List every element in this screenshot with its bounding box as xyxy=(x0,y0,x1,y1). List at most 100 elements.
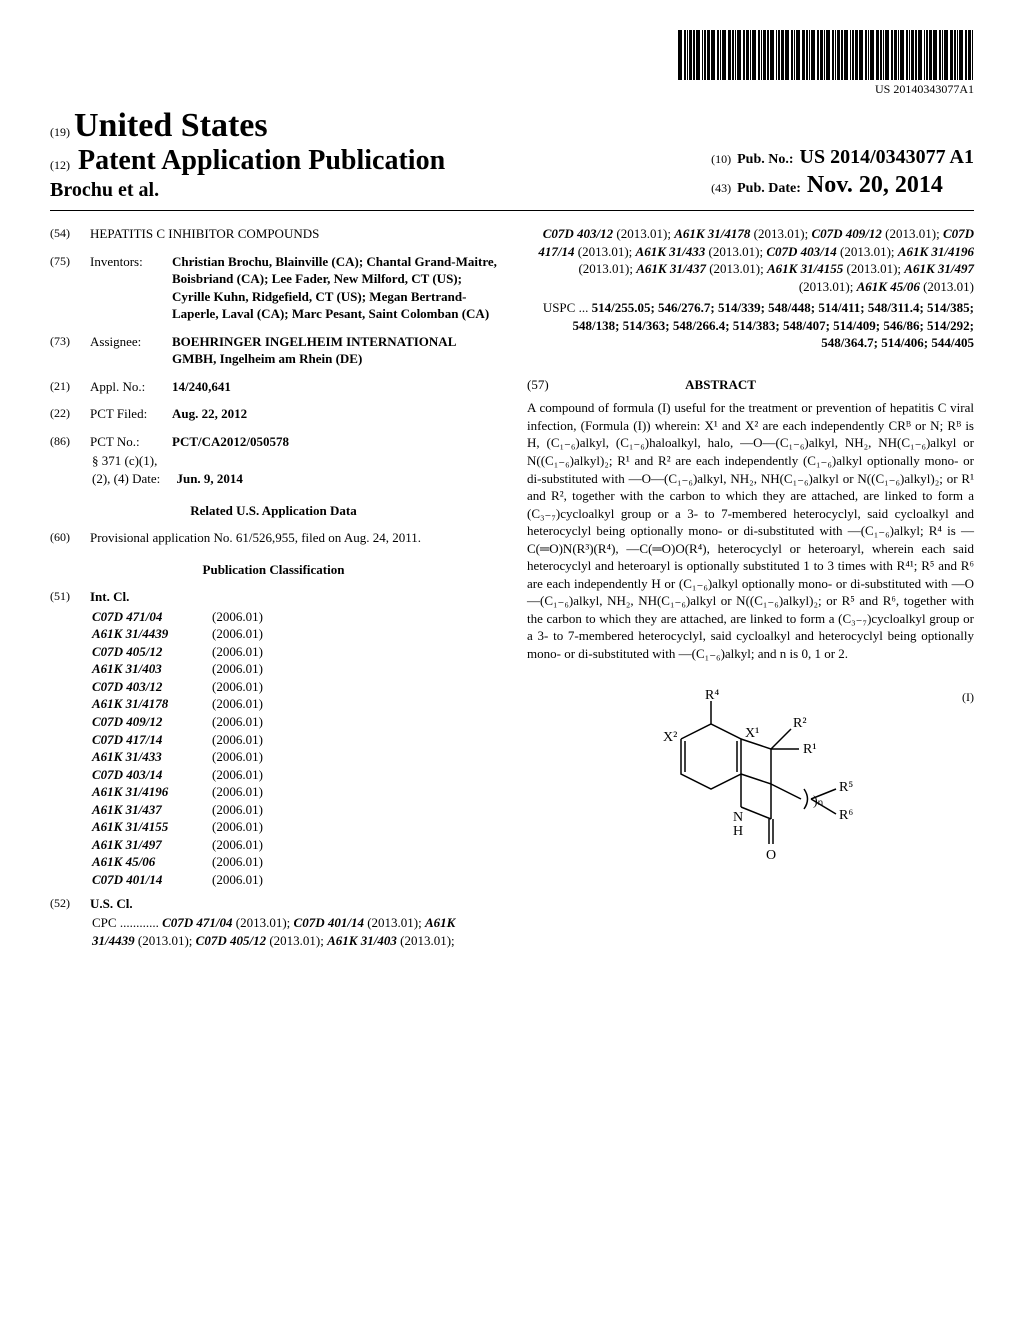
pctfiled-code: (22) xyxy=(50,405,80,423)
uscl-label-text: U.S. Cl. xyxy=(90,896,133,911)
assignee-code: (73) xyxy=(50,333,80,368)
intcl-row: A61K 31/437(2006.01) xyxy=(92,801,497,819)
cpc-code: A61K 31/4155 xyxy=(767,261,843,276)
uspc-value: 514/255.05; 546/276.7; 514/339; 548/448;… xyxy=(572,300,974,350)
cpc-block: CPC ............ C07D 471/04 (2013.01); … xyxy=(92,914,497,949)
inventors-field: (75) Inventors: Christian Brochu, Blainv… xyxy=(50,253,497,323)
intcl-code: (51) xyxy=(50,588,80,606)
intcl-year-cell: (2006.01) xyxy=(212,731,263,749)
intcl-year-cell: (2006.01) xyxy=(212,713,263,731)
intcl-row: A61K 45/06(2006.01) xyxy=(92,853,497,871)
mol-x2: X² xyxy=(663,730,677,745)
cpc-code: A61K 31/497 xyxy=(904,261,974,276)
intcl-code-cell: A61K 31/4196 xyxy=(92,783,212,801)
intcl-row: C07D 403/12(2006.01) xyxy=(92,678,497,696)
appl-no-field: (21) Appl. No.: 14/240,641 xyxy=(50,378,497,396)
cpc-code: A61K 31/4178 xyxy=(674,226,750,241)
molecule-diagram: R⁴ X² X¹ R² R¹ )ₙ R⁵ R⁶ N H O xyxy=(621,689,881,889)
abstract-text: A compound of formula (I) useful for the… xyxy=(527,399,974,662)
intcl-code-cell: C07D 471/04 xyxy=(92,608,212,626)
left-column: (54) HEPATITIS C INHIBITOR COMPOUNDS (75… xyxy=(50,225,497,949)
intcl-row: A61K 31/433(2006.01) xyxy=(92,748,497,766)
inventors-list: Christian Brochu, Blainville (CA); Chant… xyxy=(172,253,497,323)
barcode-number: US 20140343077A1 xyxy=(875,82,974,97)
header: (19) United States (12) Patent Applicati… xyxy=(50,107,974,202)
pct371-l2: (2), (4) Date: xyxy=(92,471,160,486)
mol-nparen: )ₙ xyxy=(813,794,823,809)
mol-n: N xyxy=(733,810,743,825)
intcl-year-cell: (2006.01) xyxy=(212,695,263,713)
intcl-year-cell: (2006.01) xyxy=(212,818,263,836)
intcl-code-cell: A61K 31/437 xyxy=(92,801,212,819)
intcl-code-cell: A61K 31/433 xyxy=(92,748,212,766)
intcl-code-cell: C07D 401/14 xyxy=(92,871,212,889)
pct-no-field: (86) PCT No.: PCT/CA2012/050578 xyxy=(50,433,497,451)
kind-code: (12) xyxy=(50,158,70,173)
intcl-year-cell: (2006.01) xyxy=(212,643,263,661)
cpc-code: A61K 31/433 xyxy=(636,244,706,259)
cpc-code: C07D 403/12 xyxy=(543,226,613,241)
intcl-year-cell: (2006.01) xyxy=(212,801,263,819)
title-code: (54) xyxy=(50,225,80,243)
intcl-row: C07D 471/04(2006.01) xyxy=(92,608,497,626)
barcode-graphic xyxy=(678,30,974,80)
cpc-code: C07D 403/14 xyxy=(766,244,836,259)
intcl-code-cell: C07D 409/12 xyxy=(92,713,212,731)
applno-text: 14/240,641 xyxy=(172,379,231,394)
inventors-label: Inventors: xyxy=(90,253,162,323)
pctno-value: PCT/CA2012/050578 xyxy=(172,433,497,451)
pctfiled-label: PCT Filed: xyxy=(90,405,162,423)
country-code: (19) xyxy=(50,125,70,139)
provisional-field: (60) Provisional application No. 61/526,… xyxy=(50,529,497,547)
abstract-code: (57) xyxy=(527,377,549,392)
main-columns: (54) HEPATITIS C INHIBITOR COMPOUNDS (75… xyxy=(50,225,974,949)
uspc-label: USPC ... xyxy=(543,300,589,315)
patent-title: HEPATITIS C INHIBITOR COMPOUNDS xyxy=(90,225,497,243)
intcl-year-cell: (2006.01) xyxy=(212,748,263,766)
header-rule xyxy=(50,210,974,211)
cpc-code: C07D 409/12 xyxy=(811,226,881,241)
intcl-code-cell: A61K 31/4155 xyxy=(92,818,212,836)
intcl-code-cell: C07D 403/14 xyxy=(92,766,212,784)
cpc-code: A61K 31/403 xyxy=(327,933,397,948)
pctno-text: PCT/CA2012/050578 xyxy=(172,434,289,449)
intcl-code-cell: C07D 417/14 xyxy=(92,731,212,749)
abstract-label: ABSTRACT xyxy=(685,377,756,392)
classif-heading: Publication Classification xyxy=(50,561,497,579)
pub-no-code: (10) xyxy=(711,152,731,167)
intcl-year-cell: (2006.01) xyxy=(212,625,263,643)
assignee-label: Assignee: xyxy=(90,333,162,368)
intcl-code-cell: A61K 31/403 xyxy=(92,660,212,678)
title-field: (54) HEPATITIS C INHIBITOR COMPOUNDS xyxy=(50,225,497,243)
pub-date: Nov. 20, 2014 xyxy=(807,172,943,199)
uscl-label: U.S. Cl. xyxy=(90,895,497,913)
header-right: (10) Pub. No.: US 2014/0343077 A1 (43) P… xyxy=(711,146,974,202)
intcl-year-cell: (2006.01) xyxy=(212,871,263,889)
intcl-row: C07D 405/12(2006.01) xyxy=(92,643,497,661)
intcl-row: C07D 403/14(2006.01) xyxy=(92,766,497,784)
intcl-label-text: Int. Cl. xyxy=(90,589,129,604)
intcl-year-cell: (2006.01) xyxy=(212,678,263,696)
assignee-field: (73) Assignee: BOEHRINGER INGELHEIM INTE… xyxy=(50,333,497,368)
provisional-value: Provisional application No. 61/526,955, … xyxy=(90,529,497,547)
intcl-code-cell: C07D 403/12 xyxy=(92,678,212,696)
intcl-row: A61K 31/403(2006.01) xyxy=(92,660,497,678)
mol-r4: R⁴ xyxy=(705,689,719,703)
provisional-code: (60) xyxy=(50,529,80,547)
inventors-code: (75) xyxy=(50,253,80,323)
assignee-value: BOEHRINGER INGELHEIM INTERNATIONAL GMBH,… xyxy=(172,333,497,368)
mol-r2: R² xyxy=(793,716,807,731)
uscl-field: (52) U.S. Cl. xyxy=(50,895,497,913)
pctno-code: (86) xyxy=(50,433,80,451)
intcl-row: A61K 31/4439(2006.01) xyxy=(92,625,497,643)
intcl-code-cell: A61K 31/497 xyxy=(92,836,212,854)
pct-371-field: § 371 (c)(1), (2), (4) Date: Jun. 9, 201… xyxy=(92,452,497,487)
pct371-l1: § 371 (c)(1), xyxy=(92,452,497,470)
mol-r6: R⁶ xyxy=(839,808,853,823)
assignee-text: BOEHRINGER INGELHEIM INTERNATIONAL GMBH,… xyxy=(172,334,456,367)
pct-filed-field: (22) PCT Filed: Aug. 22, 2012 xyxy=(50,405,497,423)
uspc-block: USPC ... 514/255.05; 546/276.7; 514/339;… xyxy=(527,299,974,352)
intcl-code-cell: A61K 31/4439 xyxy=(92,625,212,643)
intcl-label: Int. Cl. xyxy=(90,588,497,606)
chemical-structure: (I) xyxy=(527,689,974,894)
